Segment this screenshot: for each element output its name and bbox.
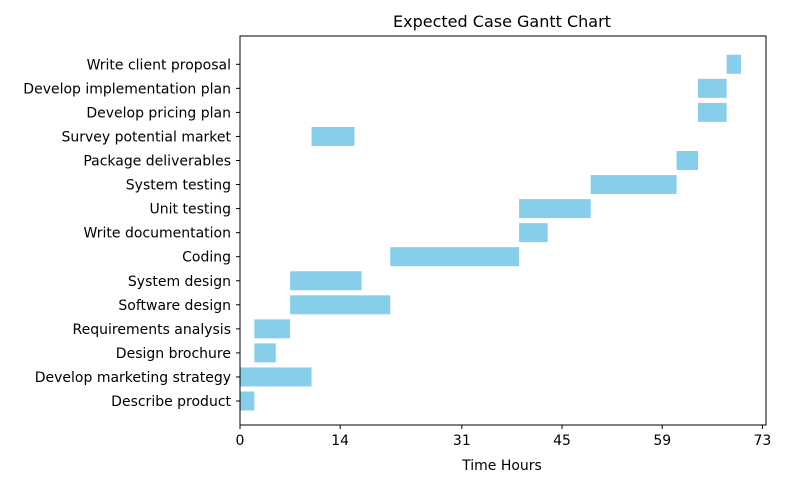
- task-bar: [698, 78, 727, 98]
- y-tick-label: Package deliverables: [83, 154, 231, 170]
- task-bar: [590, 175, 677, 195]
- task-bar: [698, 102, 727, 122]
- y-tick-label: System testing: [126, 178, 231, 194]
- task-bar: [519, 223, 548, 243]
- y-tick-label: Software design: [118, 298, 231, 314]
- task-bar: [676, 151, 699, 170]
- task-bar: [519, 199, 591, 219]
- bars-group: [240, 54, 741, 411]
- task-bar: [390, 247, 520, 267]
- y-tick-label: Design brochure: [116, 346, 231, 362]
- x-tick-label: 31: [453, 433, 471, 449]
- x-tick-label: 14: [331, 433, 349, 449]
- y-tick-label: Unit testing: [150, 202, 231, 218]
- y-tick-label: Requirements analysis: [73, 322, 231, 338]
- x-ticks: 0 14 31 45 59 73: [236, 425, 772, 449]
- y-tick-label: Describe product: [111, 394, 231, 410]
- task-bar: [240, 391, 255, 411]
- y-tick-label: Survey potential market: [61, 129, 231, 145]
- y-tick-label: Develop implementation plan: [23, 81, 231, 97]
- task-bar: [254, 319, 291, 339]
- x-tick-label: 45: [553, 433, 571, 449]
- x-tick-label: 0: [236, 433, 245, 449]
- y-tick-label: Write client proposal: [87, 57, 231, 73]
- x-tick-label: 59: [653, 433, 671, 449]
- plot-frame: [239, 35, 767, 426]
- y-tick-label: System design: [128, 274, 231, 290]
- task-bar: [240, 367, 312, 387]
- task-bar: [726, 54, 741, 74]
- y-tick-label: Develop marketing strategy: [35, 370, 231, 386]
- y-tick-label: Develop pricing plan: [86, 105, 231, 121]
- y-tick-label: Coding: [182, 250, 231, 266]
- task-bar: [311, 126, 355, 146]
- x-axis-label: Time Hours: [461, 458, 542, 474]
- y-tick-label: Write documentation: [84, 226, 231, 242]
- task-bar: [254, 343, 276, 363]
- y-tick-labels: Describe product Develop marketing strate…: [23, 57, 240, 410]
- task-bar: [290, 271, 362, 291]
- chart-title: Expected Case Gantt Chart: [393, 12, 611, 31]
- task-bar: [290, 295, 391, 315]
- x-tick-label: 73: [754, 433, 772, 449]
